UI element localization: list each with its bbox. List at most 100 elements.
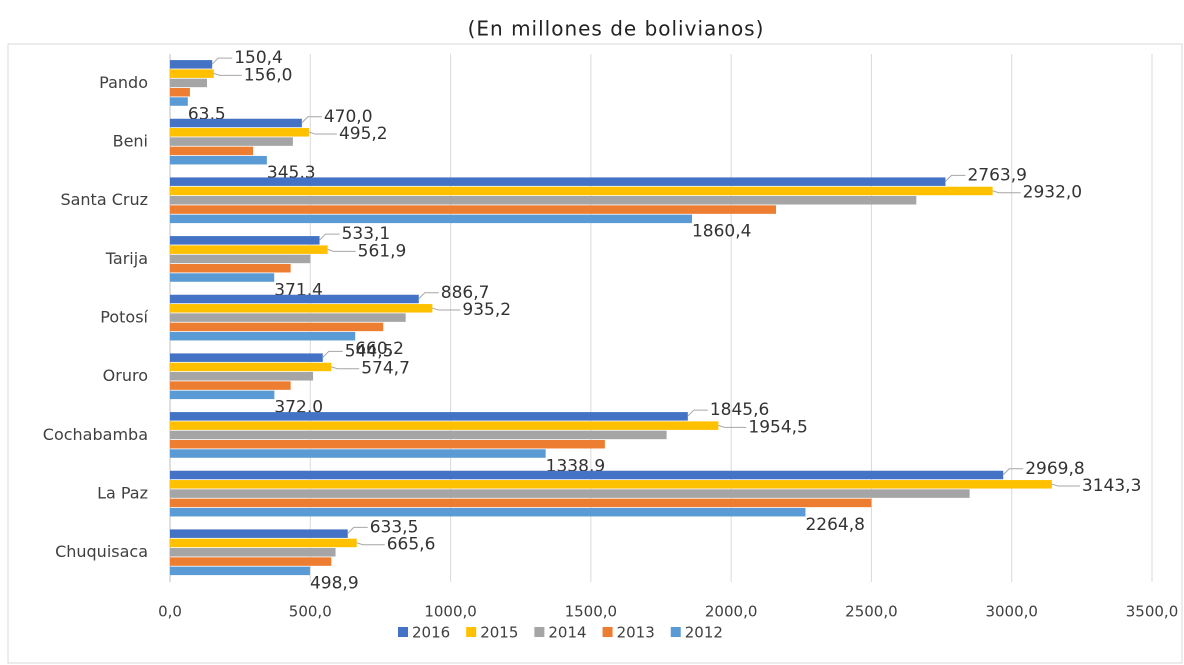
bar [170,196,917,205]
legend-label: 2013 [617,624,655,642]
value-label: 544,5 [345,341,394,361]
value-label: 1845,6 [710,400,769,420]
bar [170,97,188,106]
leader-line [347,526,368,534]
value-label: 660,2 [355,339,404,359]
bar [170,205,777,214]
bar [170,186,993,196]
value-label: 3143,3 [1082,476,1141,496]
x-tick-label: 2500,0 [845,603,898,621]
bar [170,214,692,224]
value-label: 156,0 [244,65,293,85]
bar [170,69,214,78]
bar [170,254,311,264]
value-label: 1954,5 [748,417,807,437]
bar [170,529,348,538]
value-label: 470,0 [324,107,373,127]
bar [170,322,384,332]
y-tick-label: Tarija [105,249,148,268]
bar [170,372,314,381]
chart-title: (En millones de bolivianos) [468,17,765,41]
bar [170,449,546,458]
bar [170,118,302,128]
leader-line [322,350,343,358]
value-label: 1860,4 [692,222,751,242]
x-tick-label: 1000,0 [424,603,477,621]
leader-line [718,424,747,428]
bar [170,331,356,341]
bar [170,439,605,449]
leader-line [418,292,439,300]
legend-swatch [602,627,613,637]
bar [170,507,806,517]
y-tick-label: La Paz [97,484,148,503]
bar [170,362,332,372]
bar [170,155,267,165]
y-tick-label: Santa Cruz [60,190,148,209]
y-tick-label: Cochabamba [43,425,148,444]
chart-frame [7,43,1183,664]
bar [170,538,357,548]
value-label: 533,1 [342,224,391,244]
leader-line [319,233,340,241]
value-label: 633,5 [370,517,419,537]
bar [170,489,970,498]
leader-line [1051,483,1080,487]
bar [170,60,213,69]
value-label: 498,9 [310,574,359,594]
leader-line [356,542,385,546]
bar [170,390,275,400]
leader-line [211,57,233,65]
leader-line [327,248,356,252]
x-tick-label: 0,0 [158,603,182,621]
leader-line [1002,468,1024,476]
legend-swatch [670,627,681,637]
bar [170,177,946,186]
value-label: 561,9 [358,241,407,261]
y-tick-label: Pando [99,73,148,92]
bar [170,353,323,362]
value-label: 150,4 [234,48,283,68]
bar [170,421,719,430]
bar [170,557,332,566]
bar [170,78,208,88]
bar [170,273,275,282]
value-label: 2763,9 [967,165,1026,185]
x-tick-label: 3000,0 [985,603,1038,621]
value-label: 495,2 [339,124,388,144]
legend-swatch [398,627,408,637]
leader-line [432,307,461,311]
value-label: 665,6 [387,535,436,555]
bar [170,137,293,146]
legend-label: 2016 [412,624,450,642]
value-label: 574,7 [361,359,410,379]
bar [170,245,328,254]
value-label: 2264,8 [805,515,864,535]
x-tick-label: 3500,0 [1126,603,1179,621]
value-label: 935,2 [462,300,511,320]
legend-swatch [534,627,545,637]
bar [170,87,190,97]
bar [170,430,667,440]
bar [170,498,872,508]
legend-swatch [466,627,477,637]
y-tick-label: Potosí [100,308,148,327]
bar [170,313,406,322]
y-tick-label: Beni [113,132,148,151]
legend-label: 2014 [548,624,586,642]
leader-line [331,366,360,370]
leader-line [213,72,242,76]
y-tick-label: Chuquisaca [55,542,148,561]
bar [170,146,254,156]
bar [170,263,291,273]
leader-line [992,190,1021,194]
x-tick-label: 500,0 [289,603,332,621]
leader-line [945,174,966,182]
leader-line [687,409,708,417]
bar [170,304,433,313]
bar [170,548,336,557]
bar [170,128,309,137]
bar [170,381,291,390]
bar [170,412,688,421]
